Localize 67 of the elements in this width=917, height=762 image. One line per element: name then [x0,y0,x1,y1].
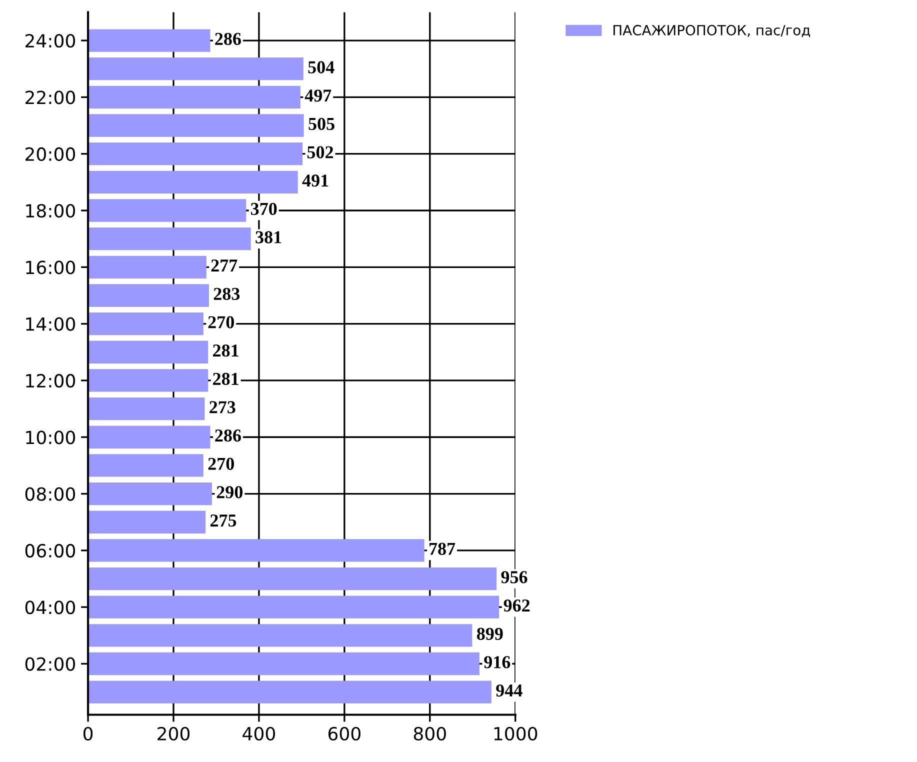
data-label: 502 [307,146,334,158]
data-label: 787 [430,542,456,555]
data-label: 270 [208,458,234,470]
y-tick-label: 04:00 [25,600,76,614]
data-label: 281 [213,372,238,385]
legend-label: ПАСАЖИРОПОТОК, пас/год [614,24,810,38]
y-tick-label: 16:00 [26,260,76,274]
data-label: 273 [210,401,236,414]
bar [88,58,304,80]
bar [88,426,210,448]
bar [88,652,480,676]
bar [88,199,246,222]
data-label: 286 [215,429,241,442]
data-label: 505 [308,118,334,130]
data-label: 899 [476,628,503,640]
data-label: 381 [256,231,282,244]
data-label: 270 [208,316,234,328]
bar [88,340,208,364]
bar [88,510,206,534]
bar [88,86,300,109]
y-tick-label: 10:00 [26,430,76,444]
y-tick-label: 12:00 [26,374,76,388]
bar [88,227,251,250]
y-tick-label: 22:00 [26,90,76,104]
y-tick-label: 24:00 [26,34,76,48]
bar [88,29,210,52]
bar [88,567,497,590]
data-label: 491 [302,174,328,187]
data-label: 944 [496,684,522,697]
y-tick-label: 14:00 [26,317,76,331]
bar [88,454,204,477]
bar [88,284,209,307]
bar [88,397,205,420]
data-label: 283 [214,288,240,300]
bar [88,680,492,704]
data-label: 504 [308,61,334,74]
bar [88,482,212,506]
data-label: 497 [304,90,332,102]
data-label: 290 [216,486,243,498]
bar [88,114,304,137]
x-tick-label: 1000 [494,726,538,741]
data-label: 962 [504,599,530,612]
bar [88,624,472,647]
x-tick-label: 800 [414,726,446,741]
bar [88,596,500,618]
bar [88,539,424,562]
data-label: 275 [210,514,236,527]
bar [88,369,208,392]
y-tick-label: 08:00 [25,487,76,501]
y-tick-label: 06:00 [25,544,76,558]
data-label: 916 [484,656,510,668]
bar [88,170,298,194]
bar [88,142,303,166]
x-tick-label: 0 [83,726,93,741]
x-tick-label: 600 [328,726,360,741]
data-label: 370 [250,202,277,216]
x-tick-label: 400 [242,726,275,741]
x-tick-label: 200 [158,726,190,741]
y-tick-label: 20:00 [26,147,76,161]
bar [88,312,204,336]
y-tick-label: 18:00 [26,204,76,218]
data-label: 956 [501,571,528,584]
data-label: 277 [211,260,238,272]
y-tick-label: 02:00 [25,657,76,671]
data-label: 281 [213,344,238,357]
bar [88,256,206,278]
data-label: 286 [215,32,241,46]
